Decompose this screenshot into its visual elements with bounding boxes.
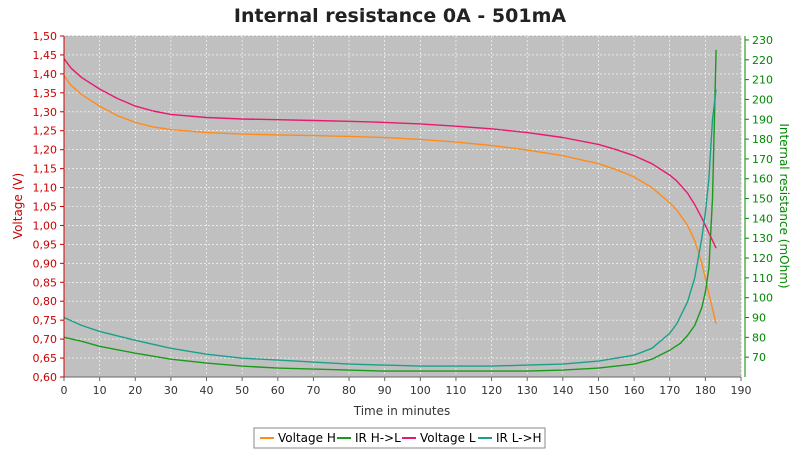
y-right-tick-label: 180 bbox=[752, 133, 773, 146]
y-right-tick-label: 130 bbox=[752, 232, 773, 245]
y-right-axis-label: Internal resistance (mOhm) bbox=[777, 123, 791, 288]
x-tick-label: 70 bbox=[306, 384, 320, 397]
legend-entry: Voltage L bbox=[420, 431, 476, 445]
y-left-tick-label: 0,90 bbox=[33, 257, 58, 270]
y-right-tick-label: 230 bbox=[752, 34, 773, 47]
legend-box bbox=[253, 427, 546, 449]
x-tick-label: 150 bbox=[588, 384, 609, 397]
y-left-tick-label: 0,60 bbox=[33, 371, 58, 384]
y-left-tick-label: 1,20 bbox=[33, 144, 58, 157]
y-right-tick-label: 110 bbox=[752, 272, 773, 285]
y-right-axis: 70 80 90 100 110 120 130 140 150 160 170 180 190 200 2… bbox=[744, 34, 773, 377]
y-left-tick-label: 0,95 bbox=[33, 238, 58, 251]
y-right-tick-label: 170 bbox=[752, 153, 773, 166]
y-left-tick-label: 1,05 bbox=[33, 201, 58, 214]
y-right-tick-label: 220 bbox=[752, 54, 773, 67]
y-left-tick-label: 1,00 bbox=[33, 219, 58, 232]
series-line-voltage-h bbox=[63, 75, 717, 325]
grid bbox=[63, 35, 742, 378]
x-tick-label: 160 bbox=[624, 384, 645, 397]
x-tick-label: 110 bbox=[445, 384, 466, 397]
y-left-axis: 0,60 0,65 0,70 0,75 0,80 0,85 0,90 0,95 1,00 1,05… bbox=[33, 30, 65, 384]
y-left-tick-label: 0,80 bbox=[33, 295, 58, 308]
x-tick-label: 120 bbox=[481, 384, 502, 397]
y-right-tick-label: 140 bbox=[752, 212, 773, 225]
series-line-ir-h-l bbox=[63, 49, 717, 372]
x-tick-label: 180 bbox=[695, 384, 716, 397]
y-left-tick-label: 1,45 bbox=[33, 49, 58, 62]
chart-title: Internal resistance 0A - 501mA bbox=[234, 5, 566, 27]
y-right-tick-label: 120 bbox=[752, 252, 773, 265]
y-right-tick-label: 200 bbox=[752, 93, 773, 106]
x-tick-label: 130 bbox=[517, 384, 538, 397]
x-tick-label: 90 bbox=[378, 384, 392, 397]
x-tick-label: 50 bbox=[235, 384, 249, 397]
y-left-tick-label: 1,35 bbox=[33, 87, 58, 100]
y-left-tick-label: 1,25 bbox=[33, 125, 58, 138]
y-right-tick-label: 100 bbox=[752, 292, 773, 305]
x-tick-label: 140 bbox=[552, 384, 573, 397]
y-right-tick-label: 150 bbox=[752, 193, 773, 206]
y-left-tick-label: 1,50 bbox=[33, 30, 58, 43]
y-right-tick-label: 70 bbox=[752, 351, 766, 364]
x-tick-label: 0 bbox=[61, 384, 68, 397]
x-tick-label: 30 bbox=[164, 384, 178, 397]
y-right-tick-label: 210 bbox=[752, 74, 773, 87]
y-left-tick-label: 0,65 bbox=[33, 352, 58, 365]
y-left-tick-label: 0,70 bbox=[33, 333, 58, 346]
y-left-tick-label: 1,10 bbox=[33, 182, 58, 195]
y-right-tick-label: 80 bbox=[752, 331, 766, 344]
x-tick-label: 40 bbox=[200, 384, 214, 397]
y-left-tick-label: 1,30 bbox=[33, 106, 58, 119]
legend-entry: Voltage H bbox=[278, 431, 336, 445]
y-right-tick-label: 190 bbox=[752, 113, 773, 126]
x-axis-label: Time in minutes bbox=[353, 404, 451, 418]
x-tick-label: 170 bbox=[659, 384, 680, 397]
legend-entry: IR H->L bbox=[355, 431, 401, 445]
series-layer bbox=[63, 49, 717, 372]
x-tick-label: 80 bbox=[342, 384, 356, 397]
y-left-tick-label: 1,15 bbox=[33, 163, 58, 176]
x-tick-label: 10 bbox=[93, 384, 107, 397]
x-tick-label: 190 bbox=[731, 384, 752, 397]
y-left-tick-label: 1,40 bbox=[33, 68, 58, 81]
series-line-ir-l-h bbox=[63, 89, 717, 367]
y-right-tick-label: 160 bbox=[752, 173, 773, 186]
y-left-tick-label: 0,85 bbox=[33, 276, 58, 289]
series-line-voltage-l bbox=[63, 58, 717, 249]
x-tick-label: 100 bbox=[410, 384, 431, 397]
legend-entry: IR L->H bbox=[496, 431, 542, 445]
y-left-axis-label: Voltage (V) bbox=[11, 173, 25, 239]
x-axis: 0 10 20 30 40 50 60 70 80 90 100 110 120 130 140 150 160… bbox=[61, 376, 752, 397]
y-right-tick-label: 90 bbox=[752, 312, 766, 325]
legend: Voltage H IR H->L Voltage L IR L->H bbox=[253, 427, 546, 449]
y-left-tick-label: 0,75 bbox=[33, 314, 58, 327]
x-tick-label: 60 bbox=[271, 384, 285, 397]
x-tick-label: 20 bbox=[128, 384, 142, 397]
